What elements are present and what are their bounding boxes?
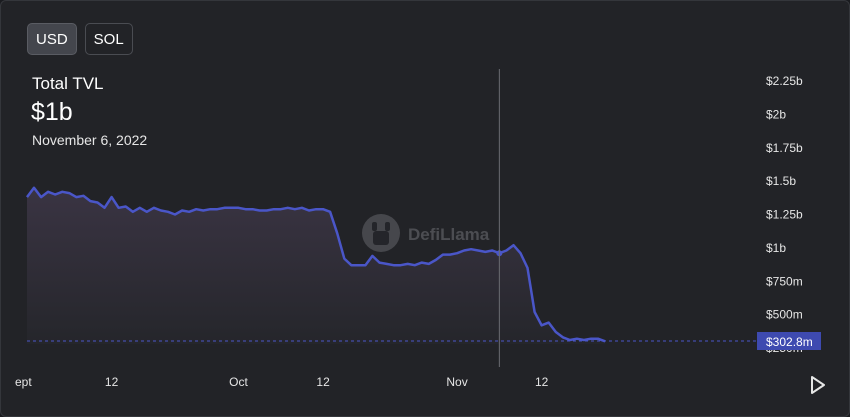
play-icon[interactable]: [807, 373, 829, 397]
tvl-title: Total TVL: [32, 74, 104, 93]
watermark-text: DefiLlama: [408, 225, 490, 244]
y-tick-label: $750m: [766, 274, 803, 288]
y-tick-label: $1.75b: [766, 141, 803, 155]
x-tick-label: Nov: [446, 375, 467, 389]
y-tick-label: $2b: [766, 107, 786, 121]
y-tick-label: $1b: [766, 241, 786, 255]
usd-toggle-button[interactable]: USD: [27, 23, 77, 55]
tvl-date: November 6, 2022: [32, 132, 148, 148]
defillama-logo-icon: [362, 214, 400, 252]
y-tick-label: $500m: [766, 308, 803, 322]
x-tick-label: 12: [316, 375, 330, 389]
y-tick-label: $1.25b: [766, 208, 803, 222]
watermark: DefiLlama: [362, 214, 490, 252]
y-axis: $2.25b$2b$1.75b$1.5b$1.25b$1b$750m$500m$…: [766, 74, 803, 355]
x-tick-label: ept: [15, 375, 32, 389]
area-fill: [27, 187, 606, 344]
y-tick-label: $2.25b: [766, 74, 803, 88]
sol-toggle-button[interactable]: SOL: [84, 23, 133, 55]
current-value-badge: $302.8m: [757, 332, 821, 350]
x-tick-label: 12: [105, 375, 119, 389]
y-tick-label: $1.5b: [766, 174, 796, 188]
x-axis: ept 12 Oct 12 Nov 12: [15, 375, 549, 389]
area-path: [27, 187, 606, 344]
series-line-path: [26, 186, 606, 343]
currency-toggle-group: USD SOL: [27, 23, 133, 55]
tvl-value: $1b: [31, 98, 73, 126]
x-tick-label: 12: [535, 375, 549, 389]
x-tick-label: Oct: [229, 375, 248, 389]
current-value-label: $302.8m: [766, 335, 813, 349]
